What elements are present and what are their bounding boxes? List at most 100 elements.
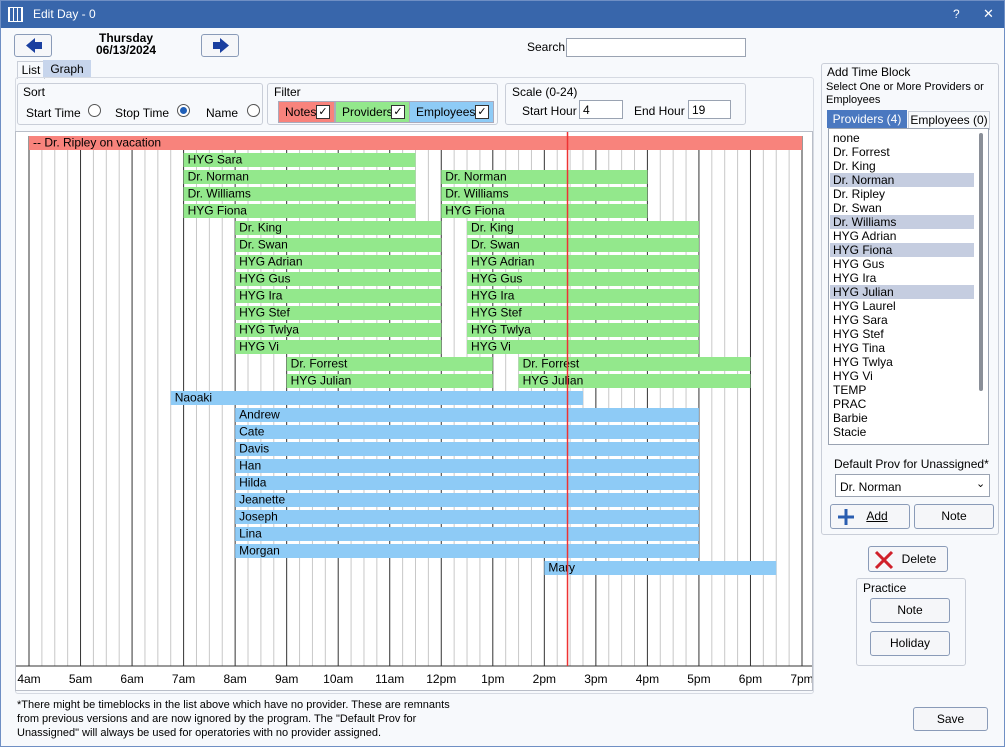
window-title: Edit Day - 0 [33, 7, 96, 21]
sort-option-label: Stop Time [115, 106, 170, 120]
provider-item[interactable]: Barbie [833, 411, 868, 425]
provider-item[interactable]: HYG Stef [833, 327, 884, 341]
provider-item[interactable]: PRAC [833, 397, 867, 411]
plus-icon [838, 509, 854, 525]
radio[interactable] [177, 104, 190, 117]
time-block[interactable] [183, 187, 416, 201]
checkbox[interactable]: ✓ [475, 105, 489, 119]
help-button[interactable]: ? [953, 7, 960, 21]
hour-label: 1pm [481, 672, 504, 686]
time-block[interactable] [170, 391, 583, 405]
practice-note-button[interactable]: Note [870, 598, 950, 623]
time-block[interactable] [441, 204, 648, 218]
time-block[interactable] [467, 340, 699, 354]
time-block[interactable] [235, 238, 442, 252]
hour-label: 11am [375, 672, 404, 686]
time-block[interactable] [467, 255, 699, 269]
checkbox[interactable]: ✓ [391, 105, 405, 119]
time-block[interactable] [467, 238, 699, 252]
time-block[interactable] [286, 357, 493, 371]
provider-item[interactable]: HYG Tina [833, 341, 886, 355]
close-button[interactable]: ✕ [983, 6, 994, 21]
provider-item[interactable]: HYG Gus [833, 257, 885, 271]
provider-item[interactable]: HYG Adrian [833, 229, 897, 243]
provider-item[interactable]: Dr. King [833, 159, 876, 173]
provider-item[interactable]: HYG Fiona [830, 243, 974, 257]
radio[interactable] [247, 104, 260, 117]
time-block[interactable] [235, 442, 699, 456]
start-hour-input[interactable]: 4 [579, 100, 623, 119]
providers-tab[interactable]: Providers (4) [827, 110, 907, 128]
time-block[interactable] [467, 272, 699, 286]
provider-list[interactable]: none Dr. Forrest Dr. King Dr. Norman Dr. Rip… [828, 128, 989, 445]
provider-item[interactable]: TEMP [833, 383, 867, 397]
time-block[interactable] [235, 544, 699, 558]
time-block[interactable] [235, 289, 442, 303]
time-block[interactable] [235, 425, 699, 439]
provider-item[interactable]: Dr. Williams [830, 215, 974, 229]
search-input[interactable] [566, 38, 746, 57]
time-block[interactable] [235, 306, 442, 320]
time-block[interactable] [235, 476, 699, 490]
time-block[interactable] [235, 221, 442, 235]
tab-graph[interactable]: Graph [43, 60, 91, 78]
time-block[interactable] [235, 527, 699, 541]
time-block-label: Joseph [239, 510, 278, 524]
dropdown-arrow: ⌄ [976, 478, 986, 490]
time-block[interactable] [235, 272, 442, 286]
provider-item[interactable]: Stacie [833, 425, 867, 439]
time-block[interactable] [29, 136, 802, 150]
time-block[interactable] [441, 187, 648, 201]
time-block[interactable] [235, 493, 699, 507]
provider-item[interactable]: Dr. Ripley [833, 187, 886, 201]
provider-item[interactable]: Dr. Swan [833, 201, 882, 215]
time-block[interactable] [518, 357, 751, 371]
time-block[interactable] [467, 306, 699, 320]
time-block[interactable] [467, 289, 699, 303]
next-day-button[interactable] [201, 34, 239, 57]
radio[interactable] [88, 104, 101, 117]
provider-item[interactable]: Dr. Norman [830, 173, 974, 187]
time-block[interactable] [441, 170, 648, 184]
time-block[interactable] [467, 221, 699, 235]
provider-item[interactable]: HYG Sara [833, 313, 888, 327]
save-button[interactable]: Save [913, 707, 988, 731]
time-block[interactable] [235, 408, 699, 422]
time-block[interactable] [235, 510, 699, 524]
provider-item[interactable]: HYG Laurel [833, 299, 896, 313]
provider-item[interactable]: Dr. Forrest [833, 145, 890, 159]
time-block[interactable] [286, 374, 493, 388]
hour-label: 5pm [687, 672, 710, 686]
time-block[interactable] [544, 561, 777, 575]
checkbox[interactable]: ✓ [316, 105, 330, 119]
time-block-label: Dr. Williams [445, 187, 508, 201]
provider-item[interactable]: HYG Ira [833, 271, 877, 285]
provider-item[interactable]: HYG Julian [830, 285, 974, 299]
time-block-label: HYG Fiona [188, 204, 248, 218]
time-block[interactable] [183, 204, 416, 218]
time-block[interactable] [518, 374, 751, 388]
provider-item[interactable]: HYG Twlya [833, 355, 893, 369]
holiday-button[interactable]: Holiday [870, 631, 950, 656]
hour-label: 4pm [636, 672, 659, 686]
time-block[interactable] [235, 459, 699, 473]
default-prov-select[interactable]: Dr. Norman [835, 474, 990, 497]
time-block[interactable] [235, 323, 442, 337]
time-block-label: Dr. Forrest [291, 357, 348, 371]
time-block[interactable] [235, 255, 442, 269]
time-block-label: HYG Fiona [445, 204, 505, 218]
time-block[interactable] [467, 323, 699, 337]
add-button[interactable]: Add [830, 504, 910, 529]
time-block[interactable] [235, 340, 442, 354]
hour-label: 9am [275, 672, 298, 686]
provider-item[interactable]: none [833, 131, 860, 145]
time-block-label: HYG Stef [471, 306, 522, 320]
note-button[interactable]: Note [914, 504, 994, 529]
end-hour-input[interactable]: 19 [688, 100, 731, 119]
prev-day-button[interactable] [14, 34, 52, 57]
delete-button[interactable]: Delete [868, 546, 948, 572]
provider-item[interactable]: HYG Vi [833, 369, 873, 383]
group-title: Filter [274, 85, 301, 99]
time-block[interactable] [183, 170, 416, 184]
time-block[interactable] [183, 153, 416, 167]
